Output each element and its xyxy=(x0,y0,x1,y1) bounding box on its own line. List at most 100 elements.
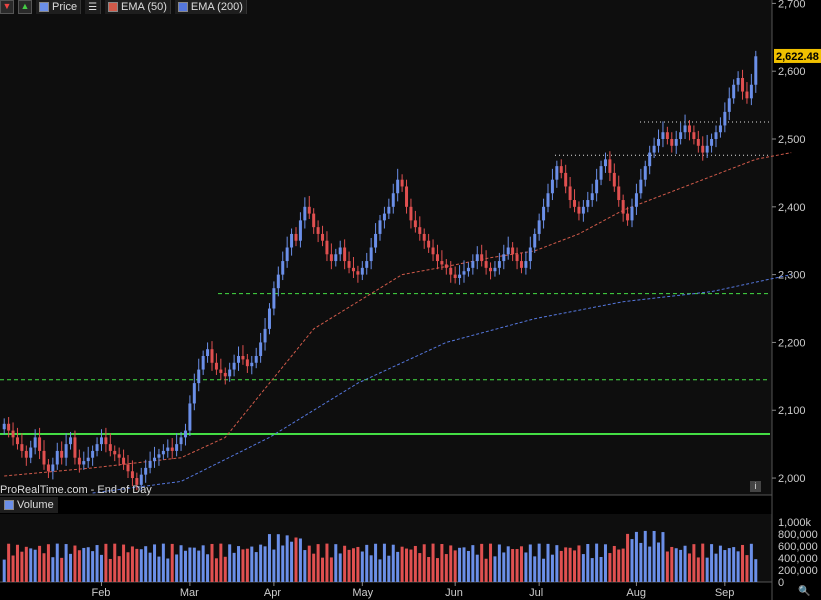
volume-bar xyxy=(630,539,634,582)
volume-bar xyxy=(356,546,360,582)
volume-bar xyxy=(382,543,386,582)
volume-bar xyxy=(183,550,187,582)
volume-bar xyxy=(749,543,753,582)
candle-body xyxy=(42,450,46,465)
candle-body xyxy=(502,254,506,262)
candle-body xyxy=(396,179,400,194)
current-price-tag xyxy=(774,48,821,63)
volume-bar xyxy=(405,548,409,582)
ema50-swatch-icon xyxy=(108,2,119,12)
volume-bar xyxy=(7,543,11,582)
volume-bar xyxy=(674,548,678,582)
candle-body xyxy=(55,450,59,465)
candle-body xyxy=(2,423,6,430)
volume-bar xyxy=(329,557,333,582)
legend-price[interactable]: Price xyxy=(36,0,82,14)
candle-body xyxy=(427,240,431,248)
candle-body xyxy=(484,261,488,268)
volume-bar xyxy=(705,557,709,582)
candle-body xyxy=(7,423,11,431)
price-swatch-icon xyxy=(39,2,49,12)
candle-body xyxy=(312,213,316,228)
volume-bar xyxy=(648,546,652,582)
volume-bar xyxy=(214,558,218,582)
volume-bar xyxy=(550,554,554,582)
candle-body xyxy=(307,206,311,214)
volume-bar xyxy=(250,546,254,582)
volume-bar xyxy=(29,548,33,582)
x-tick-label: Jul xyxy=(529,587,543,599)
candle-body xyxy=(82,461,86,465)
candle-body xyxy=(683,125,687,133)
info-icon[interactable]: i xyxy=(750,481,761,492)
volume-bar xyxy=(210,543,214,582)
volume-bar xyxy=(82,547,86,582)
candle-body xyxy=(263,328,267,343)
volume-bar xyxy=(46,544,50,582)
candle-body xyxy=(250,362,254,367)
candle-body xyxy=(657,139,661,146)
arrow-up-icon[interactable]: ▲ xyxy=(18,0,32,14)
volume-bar xyxy=(657,542,661,582)
candle-body xyxy=(714,132,718,140)
candle-body xyxy=(139,474,143,485)
candle-body xyxy=(564,172,568,187)
y-tick-label: 2,600 xyxy=(778,66,806,78)
volume-bar xyxy=(365,544,369,582)
candle-body xyxy=(210,349,214,363)
candle-body xyxy=(387,206,391,214)
candle-body xyxy=(228,369,232,377)
candle-body xyxy=(608,159,612,173)
volume-bar xyxy=(634,531,638,582)
candle-body xyxy=(435,254,439,262)
candle-body xyxy=(254,355,258,363)
volume-bar xyxy=(113,543,117,582)
volume-bar xyxy=(701,543,705,582)
y-tick-label: 2,700 xyxy=(778,0,806,10)
candle-body xyxy=(148,461,152,468)
volume-bar xyxy=(378,559,382,582)
volume-bar xyxy=(555,545,559,582)
volume-bar xyxy=(661,532,665,582)
volume-tick-label: 1,000k xyxy=(778,517,812,529)
candle-body xyxy=(316,227,320,234)
volume-bar xyxy=(312,553,316,582)
volume-bar xyxy=(718,545,722,582)
volume-bar xyxy=(91,551,95,582)
candle-body xyxy=(466,267,470,272)
candle-body xyxy=(674,139,678,146)
zoom-icon[interactable]: 🔍 xyxy=(798,586,811,597)
volume-bar xyxy=(617,549,621,582)
volume-bar xyxy=(281,545,285,582)
candle-body xyxy=(113,450,117,455)
volume-bar xyxy=(303,550,307,582)
volume-bar xyxy=(197,550,201,582)
candle-body xyxy=(471,261,475,268)
candle-body xyxy=(46,464,50,472)
candle-body xyxy=(237,355,241,363)
legend-ema200[interactable]: EMA (200) xyxy=(174,0,247,14)
legend-settings[interactable]: ☰ xyxy=(85,0,102,14)
candle-body xyxy=(741,77,745,92)
volume-bar xyxy=(316,544,320,582)
candle-body xyxy=(648,152,652,167)
arrow-down-icon[interactable]: ▼ xyxy=(0,0,14,14)
candle-body xyxy=(325,240,329,255)
volume-bar xyxy=(590,558,594,582)
candle-body xyxy=(586,200,590,207)
candle-body xyxy=(197,369,201,384)
candle-body xyxy=(135,478,139,485)
volume-bar xyxy=(2,559,6,582)
volume-bar xyxy=(537,543,541,582)
volume-bar xyxy=(723,550,727,582)
volume-bar xyxy=(639,542,643,582)
legend-price-label: Price xyxy=(52,1,78,13)
volume-legend[interactable]: Volume xyxy=(0,497,58,513)
candle-body xyxy=(546,193,550,207)
legend-ema50[interactable]: EMA (50) xyxy=(105,0,171,14)
candle-body xyxy=(175,444,179,451)
candle-body xyxy=(687,125,691,133)
candle-body xyxy=(108,444,112,451)
